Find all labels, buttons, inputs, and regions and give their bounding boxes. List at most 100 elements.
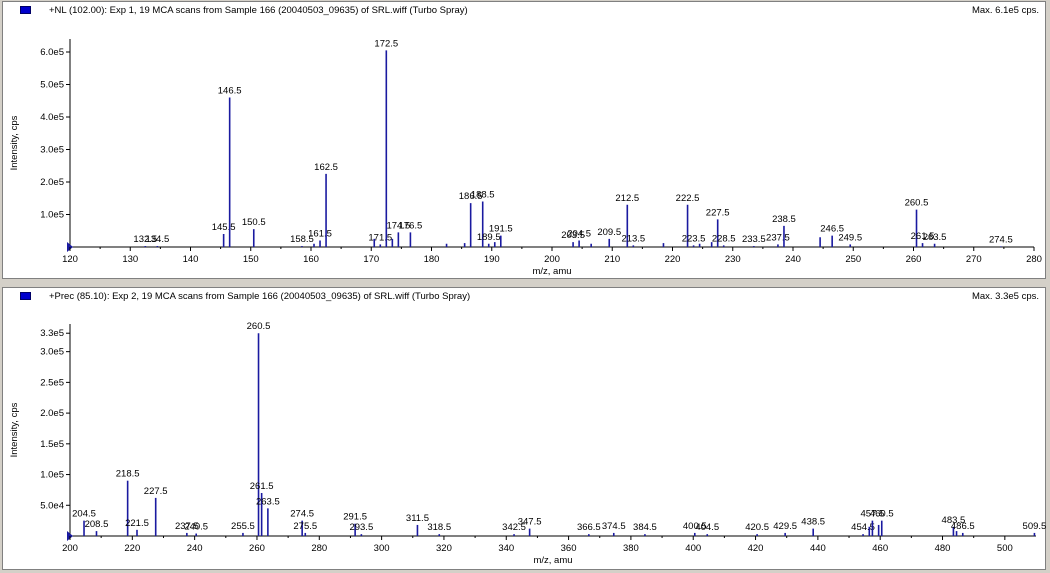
peak-label: 237.5 [175,521,199,532]
peak-label: 240.5 [184,522,208,533]
y-axis-title: Intensity, cps [9,402,20,457]
y-tick-label: 6.0e5 [40,47,64,58]
spectrum-title: +Prec (85.10): Exp 2, 19 MCA scans from … [49,291,471,302]
x-tick-label: 240 [187,543,203,554]
peak-label: 218.5 [116,469,140,480]
peak-label: 486.5 [951,521,975,532]
peak-label: 366.5 [577,522,601,533]
peak-label: 209.5 [597,227,621,238]
x-tick-label: 230 [725,254,741,265]
y-tick-label: 1.0e5 [40,210,64,221]
y-tick-label: 3.3e5 [40,328,64,339]
peak-label: 208.5 [85,519,109,530]
x-tick-label: 280 [311,543,327,554]
x-tick-label: 210 [604,254,620,265]
peak-label: 454.5 [851,522,875,533]
peak-label: 188.5 [471,190,495,201]
x-tick-label: 130 [122,254,138,265]
peak-label: 404.5 [695,522,719,533]
peak-label: 161.5 [308,229,332,240]
x-tick-label: 200 [544,254,560,265]
spectrum-color-swatch-icon[interactable] [20,292,31,300]
peak-label: 274.5 [989,234,1013,245]
peak-label: 374.5 [602,521,626,532]
prec-spectrum-plot[interactable]: 200 220 240 260 280 300 320 340 360 380 400 420 440 4… [3,288,1047,571]
x-tick-label: 120 [62,254,78,265]
peak-label: 132.5 [133,234,157,245]
peak-label: 400.5 [683,521,707,532]
peak-label: 342.5 [502,522,526,533]
spectrum-panel-nl: +NL (102.00): Exp 1, 19 MCA scans from S… [2,1,1046,279]
peak-label: 263.5 [256,496,280,507]
peak-label: 203.5 [561,230,585,241]
x-tick-label: 460 [872,543,888,554]
x-tick-label: 240 [785,254,801,265]
x-tick-label: 480 [935,543,951,554]
peak-label: 223.5 [682,233,706,244]
peak-label: 171.5 [368,232,392,243]
peak-label: 384.5 [633,522,657,533]
peak-label: 186.5 [459,191,483,202]
x-tick-label: 280 [1026,254,1042,265]
peak-label: 227.5 [706,207,730,218]
peak-label: 191.5 [489,224,513,235]
peak-label: 238.5 [772,214,796,225]
x-tick-label: 260 [249,543,265,554]
x-tick-label: 300 [374,543,390,554]
peak-label: 150.5 [242,217,266,228]
peak-label: 275.5 [293,521,317,532]
x-tick-label: 170 [363,254,379,265]
peak-label: 318.5 [427,522,451,533]
peak-label: 263.5 [923,232,947,243]
peak-label: 237.5 [766,232,790,243]
x-tick-label: 440 [810,543,826,554]
peak-label: 255.5 [231,521,255,532]
peak-label: 420.5 [745,522,769,533]
peak-label: 212.5 [615,193,639,204]
spectrum-color-swatch-icon[interactable] [20,6,31,14]
x-tick-label: 340 [498,543,514,554]
peak-label: 227.5 [144,486,168,497]
peak-label: 460.5 [870,509,894,520]
peak-label: 145.5 [212,222,236,233]
peak-label: 293.5 [349,522,373,533]
peak-label: 291.5 [343,512,367,523]
x-axis-title: m/z, amu [532,266,571,277]
peak-label: 213.5 [621,233,645,244]
y-tick-label: 5.0e5 [40,80,64,91]
x-tick-label: 420 [748,543,764,554]
nl-spectrum-plot[interactable]: 120 130 140 150 160 170 180 190 200 210 220 230 240 2… [3,2,1047,280]
y-tick-label: 2.5e5 [40,377,64,388]
x-tick-label: 150 [243,254,259,265]
peak-label: 189.5 [477,232,501,243]
peak-label: 204.5 [72,509,96,520]
max-intensity-label: Max. 6.1e5 cps. [971,5,1039,16]
y-tick-label: 3.0e5 [40,347,64,358]
x-tick-label: 190 [484,254,500,265]
x-tick-label: 360 [561,543,577,554]
y-tick-label: 4.0e5 [40,112,64,123]
x-tick-label: 160 [303,254,319,265]
peak-label: 146.5 [218,86,242,97]
y-tick-label: 5.0e4 [40,500,64,511]
y-tick-label: 3.0e5 [40,145,64,156]
peak-label: 311.5 [406,513,429,524]
peak-label: 134.5 [145,234,169,245]
x-tick-label: 250 [845,254,861,265]
spectrum-panel-prec: +Prec (85.10): Exp 2, 19 MCA scans from … [2,287,1046,570]
peak-label: 221.5 [125,518,149,529]
peak-label: 246.5 [820,224,844,235]
peak-label: 509.5 [1023,521,1047,532]
peak-label: 162.5 [314,162,338,173]
x-tick-label: 400 [685,543,701,554]
y-tick-label: 2.0e5 [40,177,64,188]
peak-label: 233.5 [742,234,766,245]
x-tick-label: 320 [436,543,452,554]
peak-label: 174.5 [386,220,410,231]
x-tick-label: 180 [424,254,440,265]
peak-label: 172.5 [374,38,398,49]
x-tick-label: 380 [623,543,639,554]
x-axis-title: m/z, amu [533,555,572,566]
peak-label: 483.5 [942,515,966,526]
x-tick-label: 220 [665,254,681,265]
